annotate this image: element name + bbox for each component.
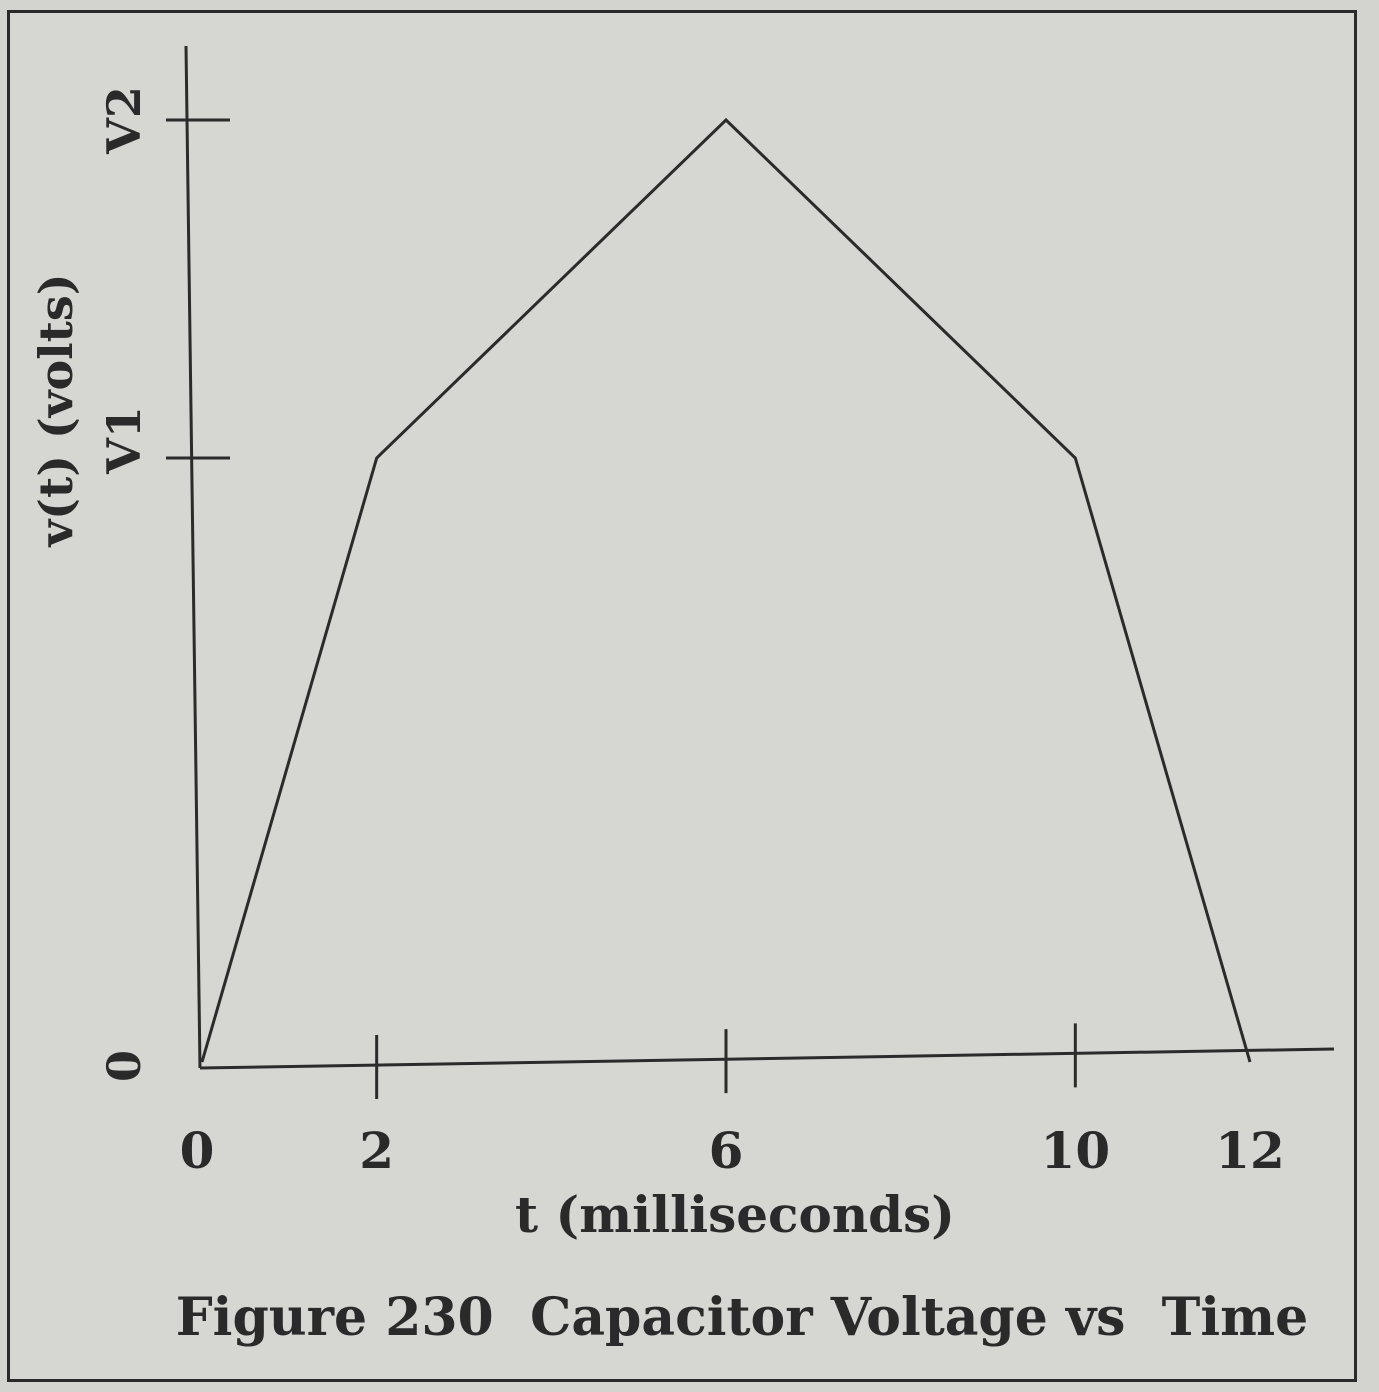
x-axis-title: t (milliseconds) [515,1185,955,1244]
y-axis-line [184,45,202,1069]
y-axis-title: v(t) (volts) [29,273,83,547]
x-tick-label: 10 [1041,1121,1111,1180]
y-tick-label: V1 [97,406,151,475]
series-line-0 [200,117,1252,1063]
x-tick-label: 0 [180,1121,215,1180]
axes-layer [184,45,1335,1070]
x-tick-label: 12 [1215,1121,1285,1180]
figure-title: Figure 230 Capacitor Voltage vs Time [176,1287,1308,1348]
x-axis-line [199,1047,1335,1070]
x-tick-label: 6 [709,1121,744,1180]
labels-layer: t (milliseconds) v(t) (volts) Figure 230… [29,86,1308,1348]
y-tick-label: 0 [97,1050,151,1082]
series-layer [200,117,1252,1063]
figure-frame [7,10,1357,1382]
y-tick-label: V2 [97,86,151,155]
ticks-layer [166,118,1077,1100]
x-tick-label: 2 [359,1121,394,1180]
